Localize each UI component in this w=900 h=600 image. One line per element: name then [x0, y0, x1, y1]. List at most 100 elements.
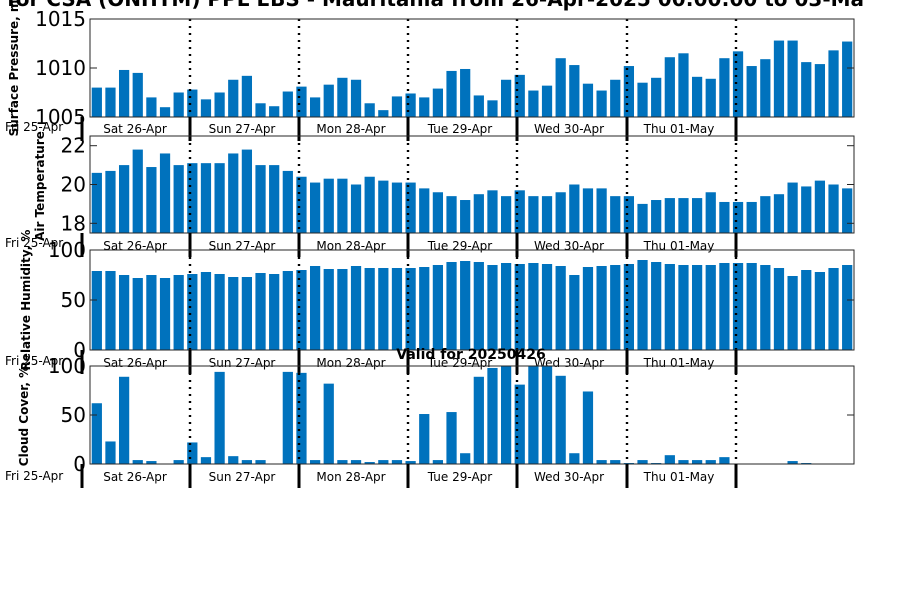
panel-4: 100 50 0 Cloud Cover, % Sat 26-Apr Sun 27-Apr…: [5, 354, 855, 488]
bar: [664, 455, 675, 464]
bar: [623, 196, 635, 233]
bar: [569, 275, 580, 350]
bar: [405, 268, 416, 350]
bar: [814, 64, 826, 117]
y-tick-label: 1015: [35, 7, 86, 31]
bar: [255, 165, 266, 233]
bar: [691, 198, 703, 233]
bar: [432, 192, 444, 233]
bar: [378, 180, 389, 233]
bar: [678, 265, 689, 350]
bar: [500, 79, 512, 117]
bar: [391, 268, 403, 350]
day-label: Thu 01-May: [643, 239, 715, 253]
bar: [296, 86, 307, 117]
day-label: Thu 01-May: [643, 356, 715, 370]
bar: [773, 194, 785, 233]
bar: [91, 271, 102, 350]
bar: [773, 40, 785, 118]
bar: [132, 278, 143, 350]
valid-date-label: Valid for 20250426: [396, 347, 545, 363]
day-label: Sun 27-Apr: [209, 122, 276, 136]
bar: [691, 460, 703, 464]
bar: [787, 40, 798, 118]
bar: [200, 163, 212, 233]
bar: [187, 89, 198, 117]
y-tick-label: 50: [61, 403, 86, 427]
bar: [173, 92, 184, 117]
bar: [296, 372, 307, 464]
bar: [282, 271, 293, 350]
bar: [528, 90, 539, 117]
bar: [214, 371, 225, 464]
bar: [309, 460, 321, 464]
bar: [569, 65, 580, 117]
bar: [118, 165, 130, 233]
y-tick-label: 22: [61, 134, 86, 158]
bar: [569, 453, 580, 464]
bar: [91, 172, 102, 233]
bar: [787, 182, 798, 233]
day-label: Tue 29-Apr: [427, 239, 492, 253]
bar: [555, 266, 566, 350]
day-label: Sat 26-Apr: [103, 356, 167, 370]
bar: [187, 163, 198, 233]
bar: [596, 460, 607, 464]
bar: [364, 268, 375, 350]
bar: [596, 266, 607, 350]
day-label: Thu 01-May: [643, 122, 715, 136]
y-tick-label: 0: [73, 452, 86, 476]
bar: [773, 268, 785, 350]
day-label: Sun 27-Apr: [209, 470, 276, 484]
bar: [419, 267, 430, 350]
bar: [173, 275, 184, 350]
bar: [705, 78, 716, 117]
bar: [391, 460, 403, 464]
bar: [105, 170, 116, 233]
bar: [787, 276, 798, 350]
bar: [596, 188, 607, 233]
bar: [732, 263, 744, 350]
bar: [760, 196, 771, 233]
bar: [691, 265, 703, 350]
bar: [555, 375, 566, 464]
bar: [446, 262, 457, 350]
bar: [255, 460, 266, 464]
bar: [309, 182, 321, 233]
bar: [637, 203, 648, 233]
bar: [814, 180, 826, 233]
bar: [487, 190, 498, 233]
bar: [719, 263, 730, 350]
bar: [173, 460, 184, 464]
bar: [569, 184, 580, 233]
bar: [146, 275, 157, 350]
bar: [282, 170, 293, 233]
bar: [705, 265, 716, 350]
bar: [623, 264, 635, 350]
y-axis-label: Relative Humidity, %: [19, 230, 33, 371]
bar: [760, 265, 771, 350]
bar: [678, 198, 689, 233]
y-axis-label: Surface Pressure, m: [7, 0, 21, 136]
bar: [132, 460, 143, 464]
bar: [473, 262, 484, 350]
bar: [132, 72, 143, 117]
day-label: Tue 29-Apr: [427, 470, 492, 484]
day-label: Tue 29-Apr: [427, 122, 492, 136]
bar: [610, 196, 621, 233]
bar: [146, 167, 157, 233]
bar: [446, 412, 457, 464]
start-date-label: Fri 25-Apr: [5, 236, 63, 250]
bar: [514, 190, 525, 233]
start-date-label: Fri 25-Apr: [5, 354, 63, 368]
bar: [582, 83, 594, 117]
bar: [500, 263, 512, 350]
bar: [337, 77, 348, 117]
bar: [746, 66, 757, 117]
y-tick-label: 18: [61, 211, 86, 235]
bar: [664, 264, 675, 350]
bar: [432, 88, 444, 117]
bar: [705, 192, 716, 233]
bar: [159, 153, 171, 233]
